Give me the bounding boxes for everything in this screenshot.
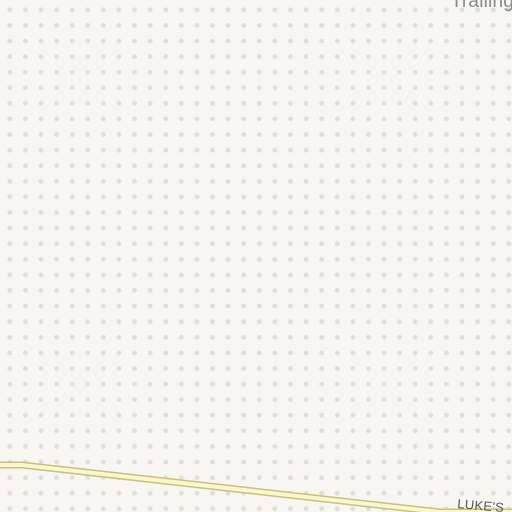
road-line [0,463,512,512]
area-name-label: Trailing [450,0,512,12]
